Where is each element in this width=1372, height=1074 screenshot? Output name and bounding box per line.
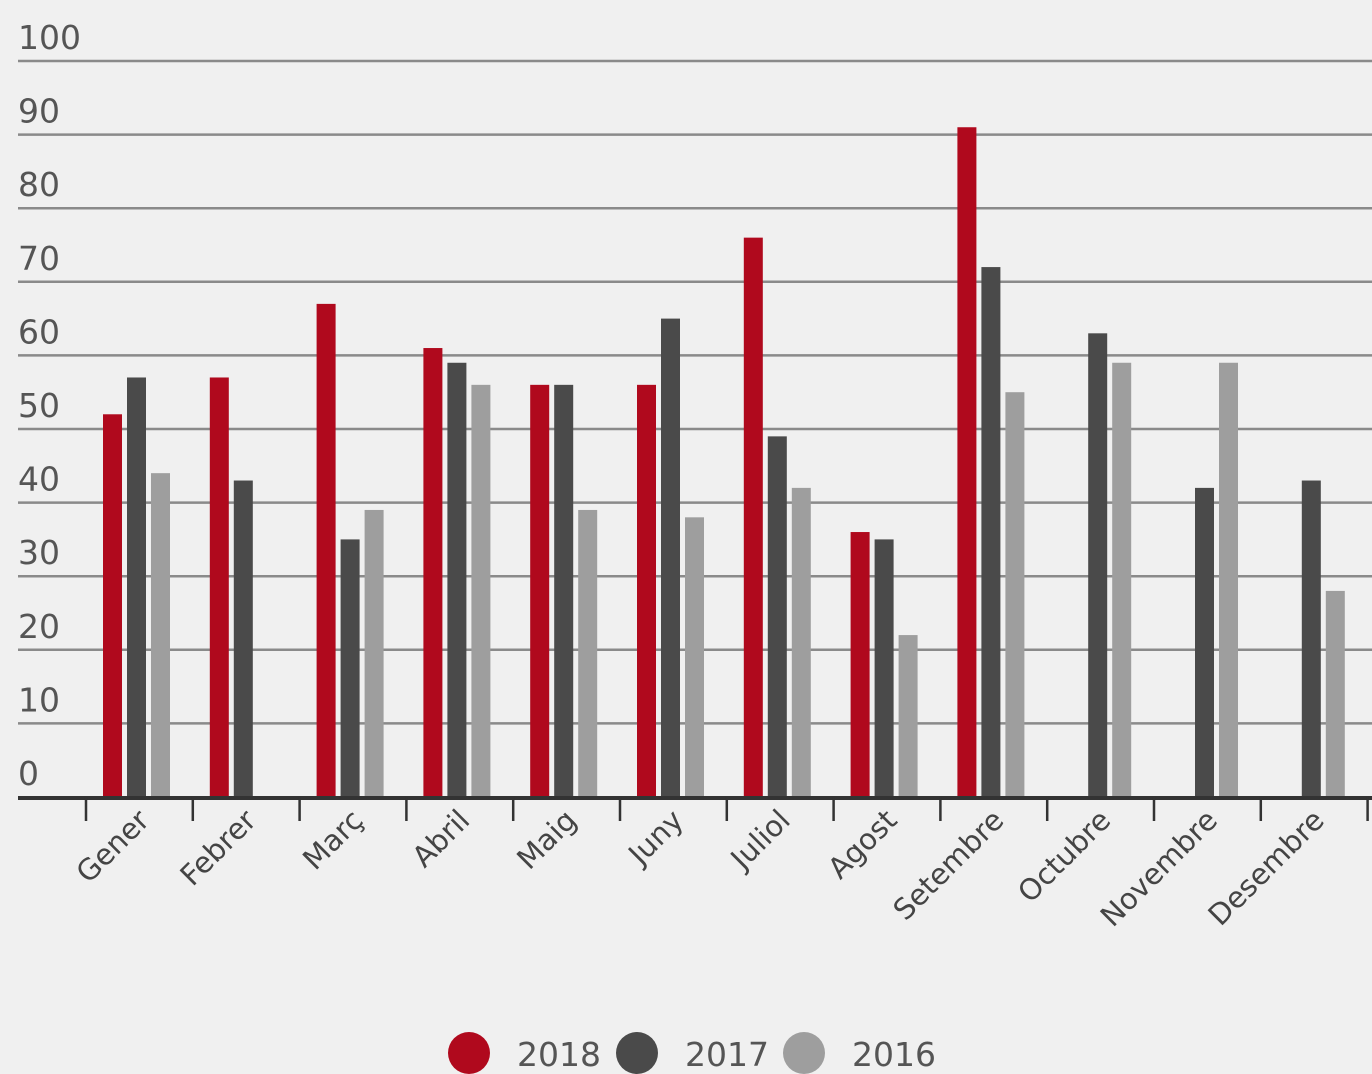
legend: 2018 2017 2016 (448, 1032, 936, 1074)
y-tick-label: 90 (18, 92, 60, 131)
x-tick-label: Juny (620, 803, 690, 873)
x-tick-label: Abril (405, 803, 476, 874)
y-tick-label: 50 (18, 386, 60, 425)
y-tick-label: 10 (18, 680, 60, 719)
y-tick-label: 70 (18, 239, 60, 278)
bar-2017-novembre (1195, 487, 1214, 797)
x-tick-label: Novembre (1094, 803, 1224, 933)
bar-2018-juny (637, 384, 656, 797)
bar-2017-gener (127, 377, 146, 797)
bar-2016-octubre (1112, 362, 1132, 797)
bar-2017-agost (874, 539, 894, 797)
bar-2018-març (316, 303, 336, 797)
y-tick-label: 20 (18, 607, 60, 646)
bar-2018-agost (850, 532, 870, 797)
x-tick-label: Gener (69, 803, 156, 890)
x-tick-label: Desembre (1201, 803, 1330, 932)
x-tick-label: Setembre (886, 803, 1010, 927)
bar-2017-juny (661, 318, 680, 797)
y-tick-label: 60 (18, 312, 60, 351)
y-tick-label: 40 (18, 460, 60, 499)
bar-2017-desembre (1301, 480, 1321, 797)
x-tick-label: Febrer (173, 803, 262, 892)
y-tick-label: 100 (18, 18, 81, 57)
bar-2016-juny (685, 517, 704, 797)
bar-2016-novembre (1219, 362, 1238, 797)
bar-2016-maig (578, 509, 598, 797)
bars (103, 127, 1345, 798)
bar-2017-febrer (233, 480, 253, 797)
bar-2018-abril (423, 348, 443, 797)
y-tick-label: 30 (18, 533, 60, 572)
legend-marker-2016 (783, 1032, 825, 1074)
bar-2016-agost (898, 635, 918, 797)
bar-2017-octubre (1088, 333, 1108, 797)
bar-2018-gener (103, 414, 122, 797)
legend-label-2017: 2017 (685, 1035, 769, 1074)
bar-2018-maig (530, 384, 550, 797)
bar-2018-setembre (957, 127, 977, 798)
legend-marker-2017 (616, 1032, 658, 1074)
legend-marker-2018 (448, 1032, 490, 1074)
bar-2018-juliol (743, 237, 763, 797)
x-tick-label: Octubre (1011, 803, 1117, 909)
y-tick-label: 0 (18, 754, 39, 793)
bar-2017-setembre (981, 267, 1001, 798)
bar-2016-gener (151, 473, 170, 797)
legend-label-2016: 2016 (852, 1035, 936, 1074)
x-tick-label: Maig (510, 803, 583, 876)
y-tick-label: 80 (18, 165, 60, 204)
bar-2018-febrer (209, 377, 229, 797)
bar-2016-abril (471, 384, 491, 797)
x-axis: Gener Febrer Març Abril Maig Juny Juliol AgostS… (18, 796, 1372, 933)
bar-2017-juliol (767, 436, 787, 797)
bar-2016-juliol (791, 487, 811, 797)
bar-2016-desembre (1325, 590, 1345, 797)
x-tick-label: Març (296, 803, 370, 877)
bar-2017-maig (554, 384, 574, 797)
x-tick-label: Juliol (723, 803, 797, 877)
bar-2016-març (364, 509, 384, 797)
bar-2017-abril (447, 362, 467, 797)
legend-label-2018: 2018 (517, 1035, 601, 1074)
bar-2016-setembre (1005, 392, 1025, 797)
bar-2017-març (340, 539, 360, 797)
